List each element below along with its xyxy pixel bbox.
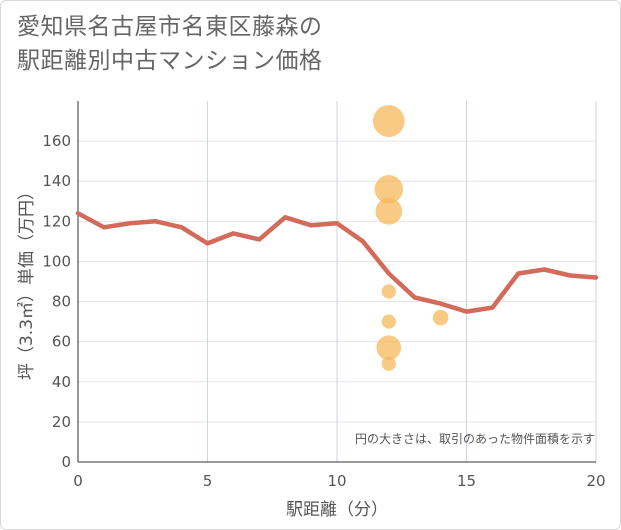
y-tick-label: 40 [52, 373, 71, 391]
axes: 0 20 40 60 80 100 120 140 160 0 5 10 15 20 [42, 101, 606, 490]
y-tick-label: 60 [52, 333, 71, 351]
y-tick-label: 140 [42, 172, 71, 190]
transaction-bubble [432, 309, 449, 326]
y-tick-label: 120 [42, 212, 71, 230]
grid [78, 101, 597, 462]
bubble-series [372, 105, 449, 371]
line-series [75, 211, 599, 314]
x-tick-label: 5 [203, 472, 213, 490]
transaction-bubble [372, 105, 405, 137]
x-tick-label: 20 [586, 472, 605, 490]
bubble-size-note: 円の大きさは、取引のあった物件面積を示す [355, 431, 595, 446]
chart-title-line-1: 愛知県名古屋市名東区藤森の [17, 14, 323, 40]
y-tick-label: 160 [42, 132, 71, 150]
x-tick-label: 15 [457, 472, 476, 490]
transaction-bubble [375, 198, 403, 225]
transaction-bubble [381, 356, 396, 371]
price-line [75, 211, 599, 314]
x-tick-label: 10 [327, 472, 346, 490]
chart-title: 愛知県名古屋市名東区藤森の 駅距離別中古マンション価格 [17, 10, 323, 78]
x-tick-label: 0 [73, 472, 83, 490]
y-tick-label: 0 [61, 453, 71, 471]
y-tick-label: 100 [42, 252, 71, 270]
transaction-bubble [376, 335, 402, 360]
y-tick-label: 20 [52, 413, 71, 431]
transaction-bubble [374, 175, 403, 204]
y-tick-label: 80 [52, 293, 71, 311]
x-axis-title: 駅距離（分） [286, 500, 388, 520]
transaction-bubble [381, 284, 396, 299]
chart-title-line-2: 駅距離別中古マンション価格 [17, 48, 323, 74]
y-axis-title: 坪（3.3㎡）単価（万円） [17, 183, 37, 380]
transaction-bubble [381, 314, 396, 329]
